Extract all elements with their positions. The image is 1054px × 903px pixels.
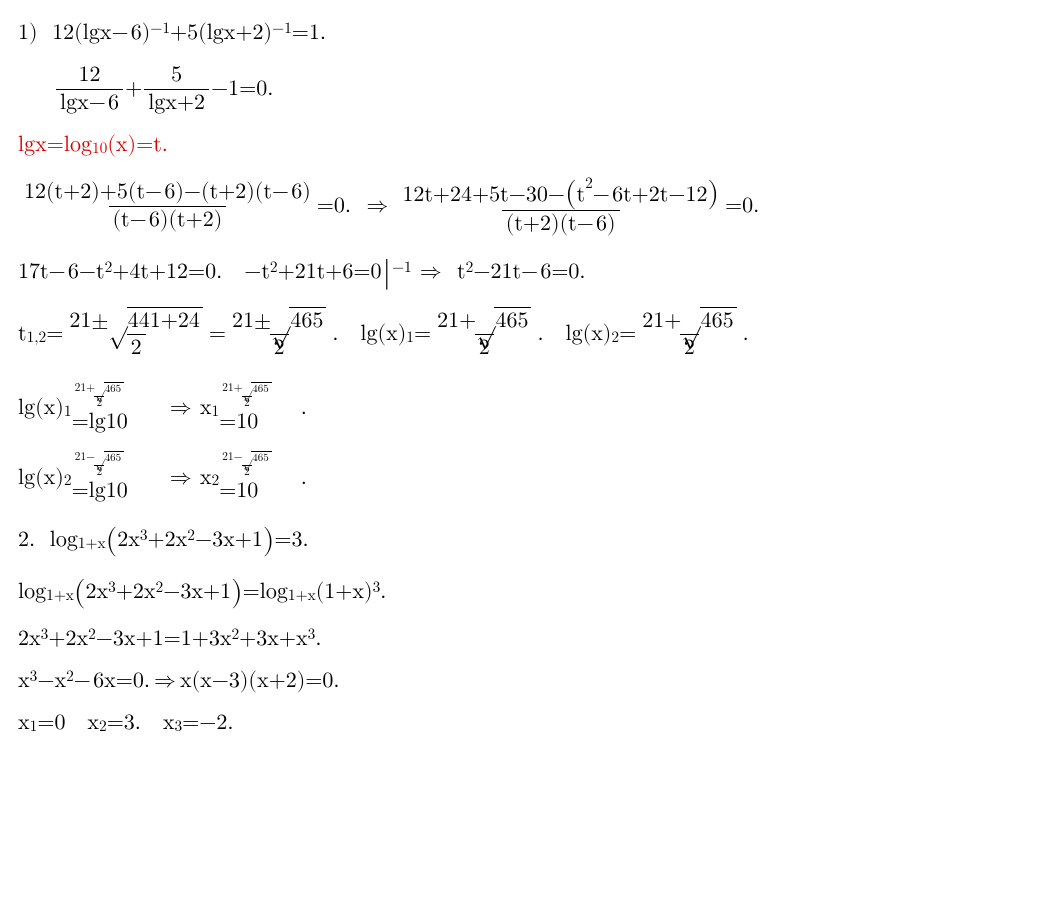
power-expression: 21−√4652 =lg10 [72, 451, 128, 504]
fraction: 12 lgx− 6 [56, 62, 123, 116]
sqrt: √465 [476, 307, 531, 335]
fraction: 12(t+2)+5(t− 6)−(t+2)(t− 6) (t− 6)(t+2) [20, 179, 315, 233]
subscript: 10 [92, 140, 107, 158]
implies-arrow: ⇒ [154, 668, 176, 694]
sqrt: √465 [681, 307, 736, 335]
equation-line: t1,2 = 21±√441+24 2 = 21±√465 2 . lg(x)1… [18, 307, 1036, 362]
fraction: 21±√465 2 [228, 307, 330, 362]
text: 12(lgx− 6) [52, 20, 150, 46]
fraction: 21+√465 2 [433, 307, 535, 362]
power-expression: 21+√4652 =10 [219, 382, 275, 435]
text: =1. [292, 20, 326, 46]
equation-line: 12(t+2)+5(t− 6)−(t+2)(t− 6) (t− 6)(t+2) … [18, 175, 1036, 238]
divider-bar: | [383, 255, 392, 292]
equation-line: x3 −x2 − 6x=0. ⇒ x(x−3)(x+2)=0. [18, 668, 1036, 694]
text: =0. [317, 193, 359, 219]
fraction: 21+√465 2 [638, 307, 740, 362]
text: lgx=log [18, 132, 92, 158]
fraction: 12t+24+5t−30−(t2− 6t+2t−12) (t+2)(t− 6) [398, 175, 723, 238]
equation-line: 1) 12(lgx− 6) −1 +5(lgx+2) −1 =1. [18, 20, 1036, 46]
sqrt: √441+24 [108, 307, 202, 335]
substitution-line: lgx=log 10 (x)=t. [18, 132, 1036, 158]
text: +5(lgx+2) [170, 20, 272, 46]
implies-arrow: ⇒ [170, 395, 192, 421]
implies-arrow: ⇒ [366, 193, 388, 219]
power-expression: 21+√4652 =lg10 [72, 382, 128, 435]
text: =0. [725, 193, 759, 219]
equation-line: log1+x ( 2x3 +2x2 −3x+1 ) =log1+x (1+x)3… [18, 574, 1036, 610]
equation-line: lg(x)1 21+√4652 =lg10 ⇒ x1 21+√4652 =10 … [18, 382, 1036, 435]
fraction: 21±√441+24 2 [65, 307, 207, 362]
superscript: −1 [150, 20, 170, 38]
power-expression: 21−√4652 =10 [219, 451, 275, 504]
text: −1=0. [211, 76, 273, 102]
fraction: 5 lgx+2 [144, 62, 209, 116]
superscript: −1 [272, 20, 292, 38]
equation-line: lg(x)2 21−√4652 =lg10 ⇒ x2 21−√4652 =10 … [18, 451, 1036, 504]
equation-line: 17t− 6−t2 +4t+12=0. −t2 +21t+6=0 |−1 ⇒ t… [18, 254, 1036, 291]
text: 1) [18, 20, 52, 46]
equation-line: 12 lgx− 6 + 5 lgx+2 −1=0. [54, 62, 1036, 116]
equation-line: x1 =0 x2 =3. x3 =−2. [18, 710, 1036, 736]
implies-arrow: ⇒ [170, 465, 192, 491]
equation-line: 2x3 +2x2 −3x+1=1+3x2 +3x+x3 . [18, 626, 1036, 652]
implies-arrow: ⇒ [420, 259, 442, 285]
text: (x)=t. [107, 132, 168, 158]
text: + [125, 76, 142, 102]
equation-line: 2. log1+x ( 2x3 +2x2 −3x+1 ) =3. [18, 522, 1036, 558]
sqrt: √465 [271, 307, 326, 335]
